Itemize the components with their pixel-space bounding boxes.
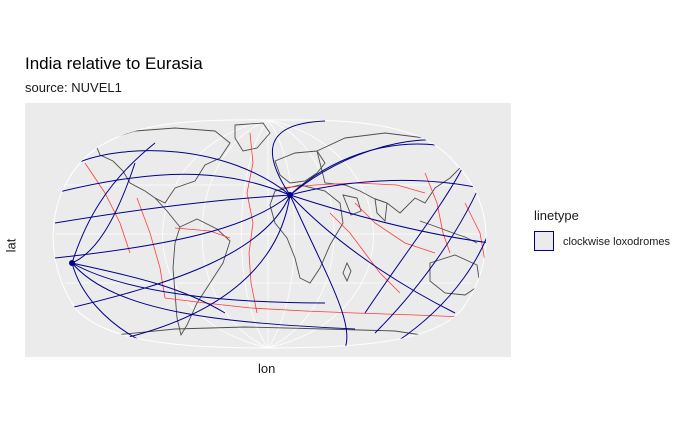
graticule	[55, 119, 481, 348]
map-panel	[25, 103, 511, 357]
x-axis-label: lon	[258, 361, 276, 376]
antipole-marker	[69, 260, 75, 266]
coastlines	[94, 122, 487, 338]
y-axis-label: lat	[3, 238, 19, 253]
poles	[69, 192, 293, 266]
legend-label: clockwise loxodromes	[563, 236, 670, 248]
euler-pole-marker	[287, 192, 293, 198]
legend-key	[534, 231, 554, 251]
chart-subtitle: source: NUVEL1	[25, 80, 122, 95]
globe-outline	[52, 119, 487, 349]
legend-title: linetype	[534, 208, 579, 223]
loxodromes	[54, 120, 487, 348]
map-svg	[52, 119, 487, 349]
chart-title: India relative to Eurasia	[25, 54, 203, 73]
